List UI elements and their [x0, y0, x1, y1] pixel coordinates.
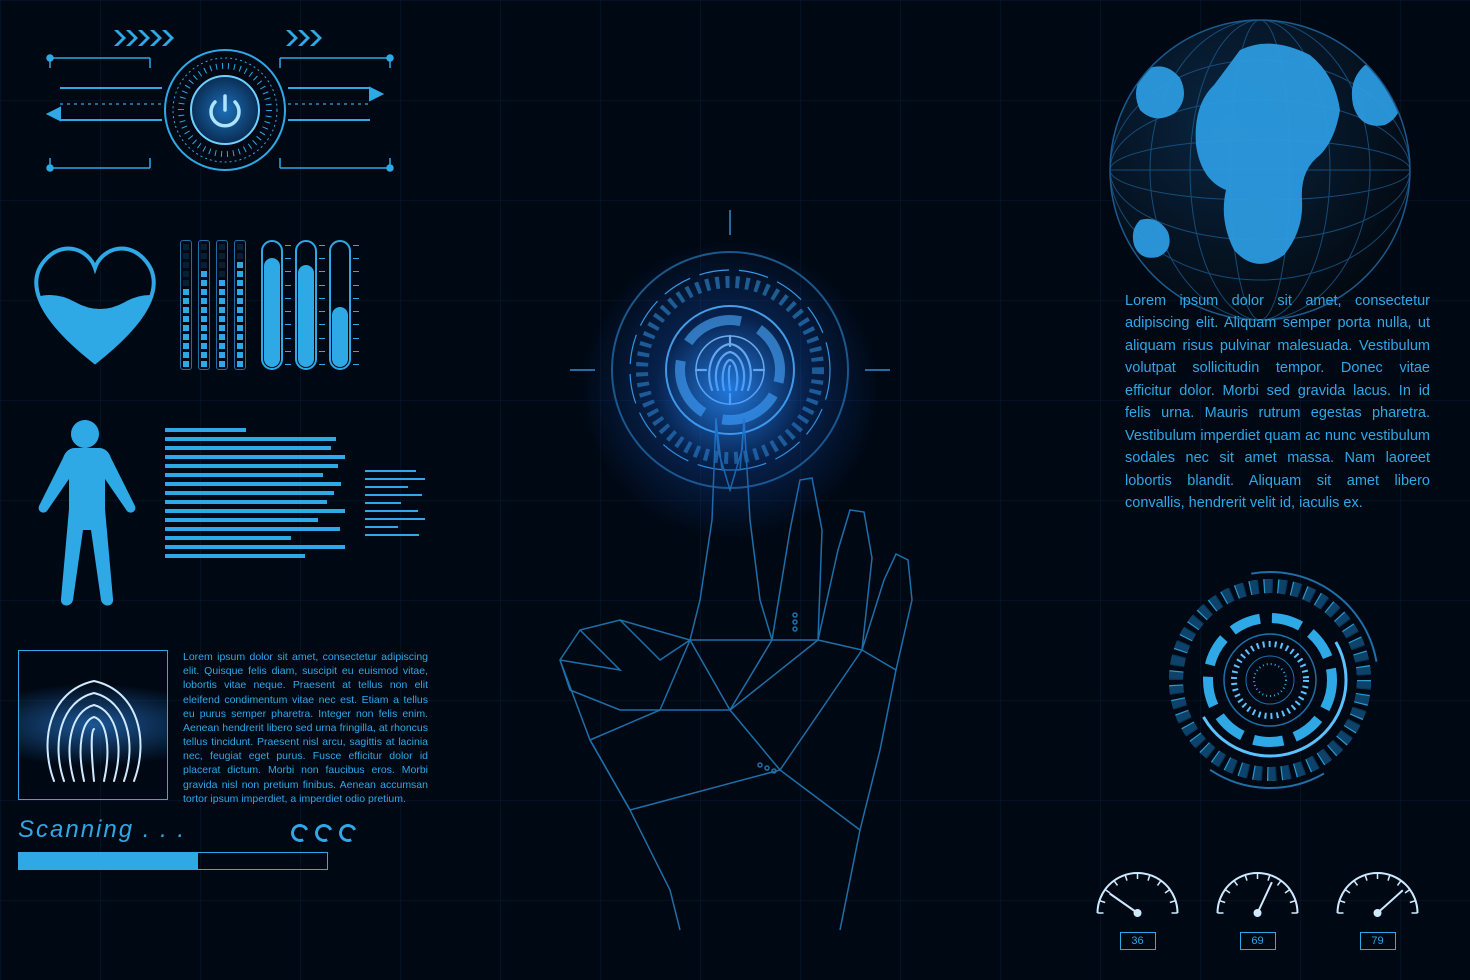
fingerprint-panel: Lorem ipsum dolor sit amet, consectetur … — [18, 650, 428, 870]
body-scan-row — [25, 420, 425, 630]
fingerprint-box[interactable] — [18, 650, 168, 800]
power-widget — [30, 20, 400, 190]
equalizer — [180, 240, 246, 370]
description-text: Lorem ipsum dolor sit amet, consectetur … — [1125, 290, 1430, 515]
scanning-label: Scanning . . . — [18, 816, 186, 843]
gauge-3: 79 — [1330, 858, 1425, 950]
gauge-2: 69 — [1210, 858, 1305, 950]
loading-spinners — [291, 824, 357, 842]
data-lines-main — [165, 420, 345, 630]
hud-ring — [1150, 560, 1390, 800]
human-body-icon — [25, 420, 145, 630]
scan-progress — [18, 852, 328, 870]
biometric-hand — [440, 170, 1020, 930]
globe — [1090, 10, 1430, 330]
gauge-3-value: 79 — [1360, 932, 1396, 950]
gauge-1: 36 — [1090, 858, 1185, 950]
tube-gauges — [261, 240, 351, 370]
gauge-row: 36 69 79 — [1090, 858, 1425, 950]
gauge-2-value: 69 — [1240, 932, 1276, 950]
data-lines-side — [365, 420, 425, 630]
gauge-1-value: 36 — [1120, 932, 1156, 950]
fingerprint-text: Lorem ipsum dolor sit amet, consectetur … — [183, 650, 428, 806]
vitals-row — [25, 230, 425, 380]
heart-icon — [25, 240, 165, 370]
